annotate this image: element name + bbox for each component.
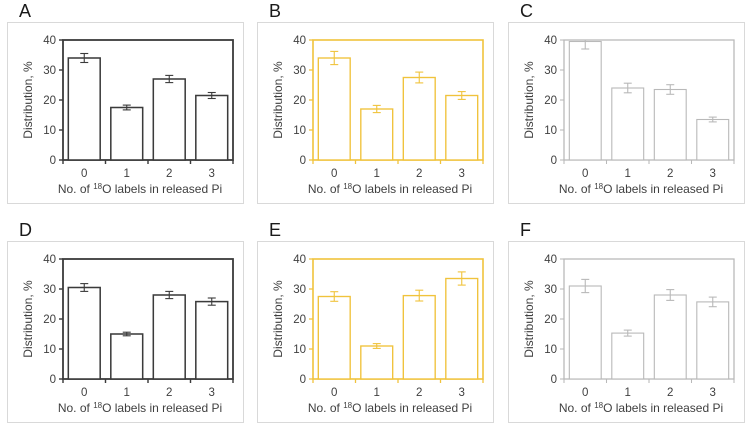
panel-b-bar-chart: 0 10 20 30 40 0 1 2 3 Distribution, % No. of 18O l… — [271, 35, 484, 196]
svg-text:No. of 18O labels in released: No. of 18O labels in released Pi — [308, 401, 472, 415]
panel-c-chart-frame: 0 10 20 30 40 0 1 2 3 Distribution, % No. of 18O l… — [508, 22, 745, 204]
svg-text:10: 10 — [293, 125, 306, 137]
svg-text:20: 20 — [293, 314, 306, 326]
svg-text:0: 0 — [50, 155, 56, 167]
panel-d: D 0 10 20 30 40 0 1 2 3 Distribution, % No. of 18O… — [7, 220, 246, 423]
svg-text:No. of 18O labels in released: No. of 18O labels in released Pi — [58, 182, 222, 196]
svg-text:No. of 18O labels in released: No. of 18O labels in released Pi — [308, 182, 472, 196]
svg-text:1: 1 — [374, 387, 380, 399]
svg-text:40: 40 — [293, 35, 306, 47]
panel-c-bar-chart: 0 10 20 30 40 0 1 2 3 Distribution, % No. of 18O l… — [522, 35, 735, 196]
svg-text:1: 1 — [374, 168, 380, 180]
svg-text:0: 0 — [81, 387, 87, 399]
panel-f-chart-frame: 0 10 20 30 40 0 1 2 3 Distribution, % No. of 18O l… — [508, 241, 745, 423]
svg-text:Distribution, %: Distribution, % — [271, 61, 285, 139]
svg-text:No. of 18O labels in released: No. of 18O labels in released Pi — [58, 401, 222, 415]
panel-e-chart-frame: 0 10 20 30 40 0 1 2 3 Distribution, % No. of 18O l… — [257, 241, 494, 423]
svg-text:2: 2 — [667, 168, 673, 180]
panel-d-bar-chart: 0 10 20 30 40 0 1 2 3 Distribution, % No. of 18O l… — [21, 254, 234, 415]
panel-b-chart-frame: 0 10 20 30 40 0 1 2 3 Distribution, % No. of 18O l… — [257, 22, 494, 204]
panel-e: E 0 10 20 30 40 0 1 2 3 Distribution, % No. of 18O… — [257, 220, 496, 423]
panel-a: A 0 10 20 30 40 0 1 2 3 Distribution, % No. of 18O… — [7, 1, 246, 204]
svg-text:No. of 18O labels in released: No. of 18O labels in released Pi — [559, 182, 723, 196]
panel-a-letter: A — [19, 1, 32, 21]
svg-text:3: 3 — [209, 168, 215, 180]
panel-b-letter: B — [269, 1, 282, 21]
svg-text:1: 1 — [625, 387, 631, 399]
svg-text:10: 10 — [43, 344, 56, 356]
svg-text:3: 3 — [710, 168, 716, 180]
svg-text:40: 40 — [43, 35, 56, 47]
panel-a-bar-chart: 0 10 20 30 40 0 1 2 3 Distribution, % No. of 18O l… — [21, 35, 234, 196]
svg-text:1: 1 — [124, 387, 130, 399]
svg-text:30: 30 — [43, 65, 56, 77]
panel-c: C 0 10 20 30 40 0 1 2 3 Distribution, % No. of 18O… — [508, 1, 747, 204]
svg-text:20: 20 — [43, 95, 56, 107]
svg-text:0: 0 — [300, 374, 306, 386]
svg-text:0: 0 — [582, 387, 588, 399]
svg-text:40: 40 — [544, 254, 557, 266]
panel-a-chart-frame: 0 10 20 30 40 0 1 2 3 Distribution, % No. of 18O l… — [7, 22, 244, 204]
svg-text:3: 3 — [710, 387, 716, 399]
svg-text:Distribution, %: Distribution, % — [21, 280, 35, 358]
svg-text:2: 2 — [166, 168, 172, 180]
svg-text:20: 20 — [544, 314, 557, 326]
svg-text:1: 1 — [124, 168, 130, 180]
svg-text:10: 10 — [544, 344, 557, 356]
panel-f-bar-chart: 0 10 20 30 40 0 1 2 3 Distribution, % No. of 18O l… — [522, 254, 735, 415]
panel-d-chart-frame: 0 10 20 30 40 0 1 2 3 Distribution, % No. of 18O l… — [7, 241, 244, 423]
svg-text:3: 3 — [459, 168, 465, 180]
panel-e-letter: E — [269, 220, 282, 240]
svg-text:20: 20 — [544, 95, 557, 107]
svg-text:0: 0 — [551, 155, 557, 167]
svg-text:30: 30 — [293, 284, 306, 296]
svg-text:2: 2 — [667, 387, 673, 399]
svg-text:No. of 18O labels in released: No. of 18O labels in released Pi — [559, 401, 723, 415]
panel-d-letter: D — [19, 220, 32, 240]
svg-text:20: 20 — [43, 314, 56, 326]
svg-text:40: 40 — [544, 35, 557, 47]
svg-text:0: 0 — [331, 387, 337, 399]
svg-text:10: 10 — [544, 125, 557, 137]
svg-text:0: 0 — [81, 168, 87, 180]
panel-b: B 0 10 20 30 40 0 1 2 3 Distribution, % No. of 18O… — [257, 1, 496, 204]
panel-c-letter: C — [520, 1, 533, 21]
svg-text:30: 30 — [544, 65, 557, 77]
svg-text:Distribution, %: Distribution, % — [21, 61, 35, 139]
panel-f-letter: F — [520, 220, 531, 240]
svg-text:2: 2 — [166, 387, 172, 399]
svg-text:0: 0 — [50, 374, 56, 386]
svg-text:30: 30 — [43, 284, 56, 296]
svg-text:30: 30 — [544, 284, 557, 296]
svg-text:0: 0 — [582, 168, 588, 180]
svg-text:Distribution, %: Distribution, % — [271, 280, 285, 358]
svg-text:3: 3 — [209, 387, 215, 399]
svg-text:2: 2 — [416, 387, 422, 399]
svg-text:0: 0 — [331, 168, 337, 180]
svg-text:30: 30 — [293, 65, 306, 77]
svg-text:10: 10 — [43, 125, 56, 137]
svg-text:0: 0 — [551, 374, 557, 386]
panel-e-bar-chart: 0 10 20 30 40 0 1 2 3 Distribution, % No. of 18O l… — [271, 254, 484, 415]
svg-text:40: 40 — [293, 254, 306, 266]
svg-text:40: 40 — [43, 254, 56, 266]
panel-f: F 0 10 20 30 40 0 1 2 3 Distribution, % No. of 18O… — [508, 220, 747, 423]
svg-text:3: 3 — [459, 387, 465, 399]
svg-text:20: 20 — [293, 95, 306, 107]
svg-text:2: 2 — [416, 168, 422, 180]
svg-text:Distribution, %: Distribution, % — [522, 61, 536, 139]
svg-text:1: 1 — [625, 168, 631, 180]
svg-text:Distribution, %: Distribution, % — [522, 280, 536, 358]
svg-text:10: 10 — [293, 344, 306, 356]
svg-text:0: 0 — [300, 155, 306, 167]
